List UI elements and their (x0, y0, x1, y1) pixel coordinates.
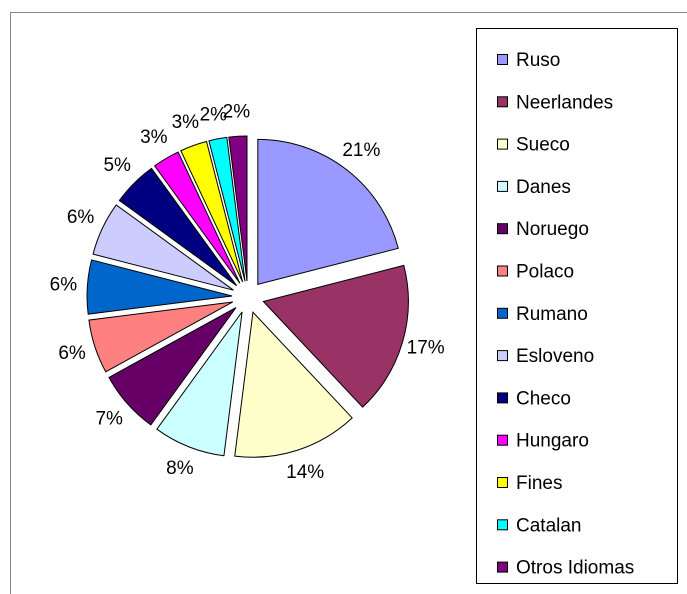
pie-slice (262, 264, 409, 408)
legend-label: Ruso (516, 50, 560, 71)
legend-box (476, 28, 678, 584)
chart-frame (10, 12, 687, 594)
data-label: 21% (342, 140, 380, 161)
data-label: 5% (103, 155, 131, 176)
data-label: 6% (58, 343, 86, 364)
pie-slice (86, 259, 233, 315)
data-label: 2% (223, 101, 251, 122)
legend-swatch (497, 223, 508, 235)
pie-slice (88, 301, 234, 373)
data-label: 7% (95, 408, 123, 429)
legend-swatch (497, 561, 508, 573)
data-label: 6% (67, 207, 95, 228)
legend-label: Otros Idiomas (516, 558, 634, 579)
legend-swatch (497, 392, 508, 404)
pie-slice (180, 140, 244, 283)
legend-swatch (497, 477, 508, 488)
legend-swatch (497, 96, 508, 108)
data-label: 8% (166, 458, 194, 479)
legend-label: Fines (516, 473, 562, 494)
pie-slice (108, 307, 237, 426)
data-label: 3% (140, 127, 168, 148)
legend-label: Danes (516, 177, 571, 198)
legend-swatch (497, 519, 508, 531)
legend-label: Rumano (516, 304, 588, 325)
data-label: 6% (50, 274, 78, 295)
legend-label: Neerlandes (516, 92, 613, 113)
legend-swatch (497, 54, 508, 65)
legend-label: Sueco (516, 135, 570, 156)
pie-slice (156, 311, 243, 457)
data-label: 14% (286, 462, 324, 483)
legend-label: Esloveno (516, 346, 594, 367)
legend-label: Hungaro (516, 431, 589, 452)
legend-swatch (497, 307, 508, 319)
legend-label: Polaco (516, 262, 574, 283)
data-label: 3% (172, 112, 200, 133)
data-label: 17% (407, 338, 445, 359)
legend-swatch (497, 265, 508, 277)
legend-swatch (497, 138, 508, 150)
pie-slice (92, 204, 234, 291)
pie-slice (228, 135, 248, 282)
pie-slice (118, 167, 238, 287)
pie-slice (257, 138, 399, 286)
pie-slice (153, 151, 241, 284)
legend-swatch (497, 350, 508, 362)
data-label: 2% (200, 104, 228, 125)
pie-slice (234, 311, 353, 458)
legend-label: Checo (516, 388, 571, 409)
legend-label: Catalan (516, 515, 582, 536)
legend-swatch (497, 180, 508, 192)
pie-slice (208, 136, 246, 282)
legend-swatch (497, 434, 508, 446)
legend-label: Noruego (516, 219, 589, 240)
